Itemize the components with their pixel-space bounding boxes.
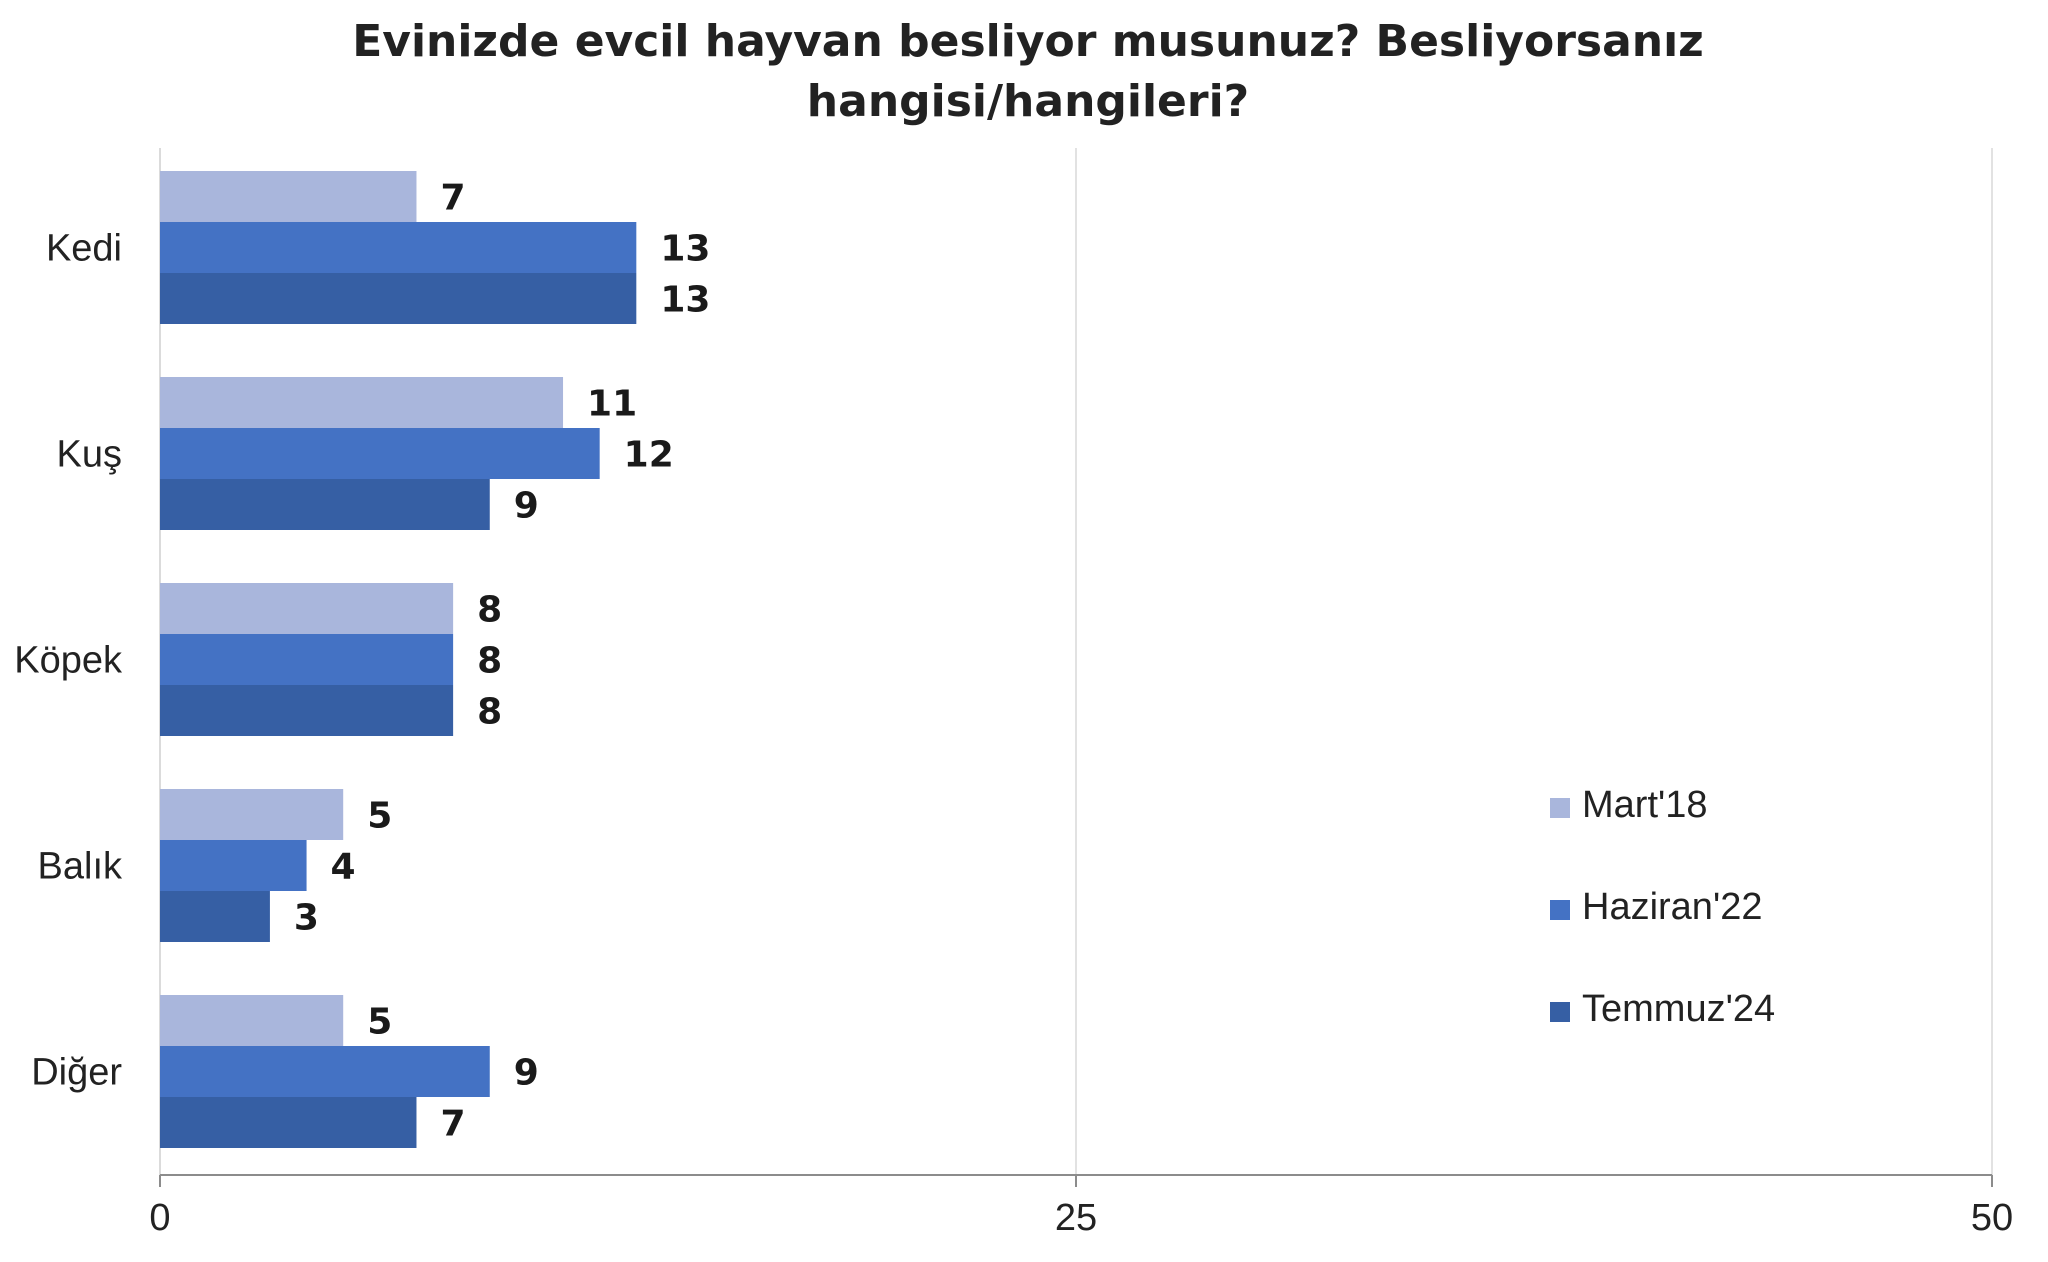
data-label-kuş-1: 11 <box>587 384 637 425</box>
category-label-balık: Balık <box>38 846 123 888</box>
bar-diğer-3 <box>160 1097 417 1148</box>
data-label-kedi-3: 13 <box>660 280 710 321</box>
category-label-diğer: Diğer <box>31 1052 122 1094</box>
data-label-diğer-1: 5 <box>367 1002 392 1043</box>
category-labels: Kedi Kuş Köpek Balık Diğer <box>14 228 123 1094</box>
legend: Mart'18 Haziran'22 Temmuz'24 <box>1550 784 1775 1030</box>
legend-swatch-1 <box>1550 798 1570 818</box>
data-label-kuş-3: 9 <box>514 486 539 527</box>
data-label-köpek-3: 8 <box>477 692 502 733</box>
x-tick-label-0: 0 <box>149 1197 170 1239</box>
bar-köpek-3 <box>160 685 454 736</box>
bar-köpek-1 <box>160 583 454 634</box>
data-label-kedi-1: 7 <box>440 178 465 219</box>
data-label-balık-3: 3 <box>294 898 319 939</box>
category-label-kedi: Kedi <box>46 228 122 270</box>
bar-balık-2 <box>160 840 307 891</box>
bar-balık-1 <box>160 789 344 840</box>
category-label-kuş: Kuş <box>57 434 122 476</box>
data-label-kedi-2: 13 <box>660 229 710 270</box>
legend-label-2: Haziran'22 <box>1582 886 1762 928</box>
bar-diğer-1 <box>160 995 344 1046</box>
legend-swatch-2 <box>1550 900 1570 920</box>
bar-kedi-1 <box>160 171 417 222</box>
bar-balık-3 <box>160 891 270 942</box>
x-tick-label-25: 25 <box>1055 1197 1097 1239</box>
bar-kuş-3 <box>160 479 490 530</box>
legend-label-1: Mart'18 <box>1582 784 1708 826</box>
bar-köpek-2 <box>160 634 454 685</box>
legend-swatch-3 <box>1550 1002 1570 1022</box>
chart-title-line-1: Evinizde evcil hayvan besliyor musunuz? … <box>352 16 1704 67</box>
chart-title-line-2: hangisi/hangileri? <box>807 76 1249 127</box>
bar-diğer-2 <box>160 1046 490 1097</box>
bar-kedi-2 <box>160 222 637 273</box>
data-label-köpek-1: 8 <box>477 590 502 631</box>
legend-label-3: Temmuz'24 <box>1582 988 1775 1030</box>
data-label-kuş-2: 12 <box>624 435 674 476</box>
bar-kuş-1 <box>160 377 564 428</box>
data-label-balık-1: 5 <box>367 796 392 837</box>
data-label-diğer-3: 7 <box>440 1104 465 1145</box>
data-label-diğer-2: 9 <box>514 1053 539 1094</box>
data-label-balık-2: 4 <box>331 847 356 888</box>
gridlines <box>1075 148 1993 1175</box>
bar-kuş-2 <box>160 428 600 479</box>
chart-title: Evinizde evcil hayvan besliyor musunuz? … <box>352 16 1704 127</box>
data-label-köpek-2: 8 <box>477 641 502 682</box>
bar-kedi-3 <box>160 273 637 324</box>
category-label-köpek: Köpek <box>14 640 123 682</box>
x-tick-label-50: 50 <box>1971 1197 2013 1239</box>
